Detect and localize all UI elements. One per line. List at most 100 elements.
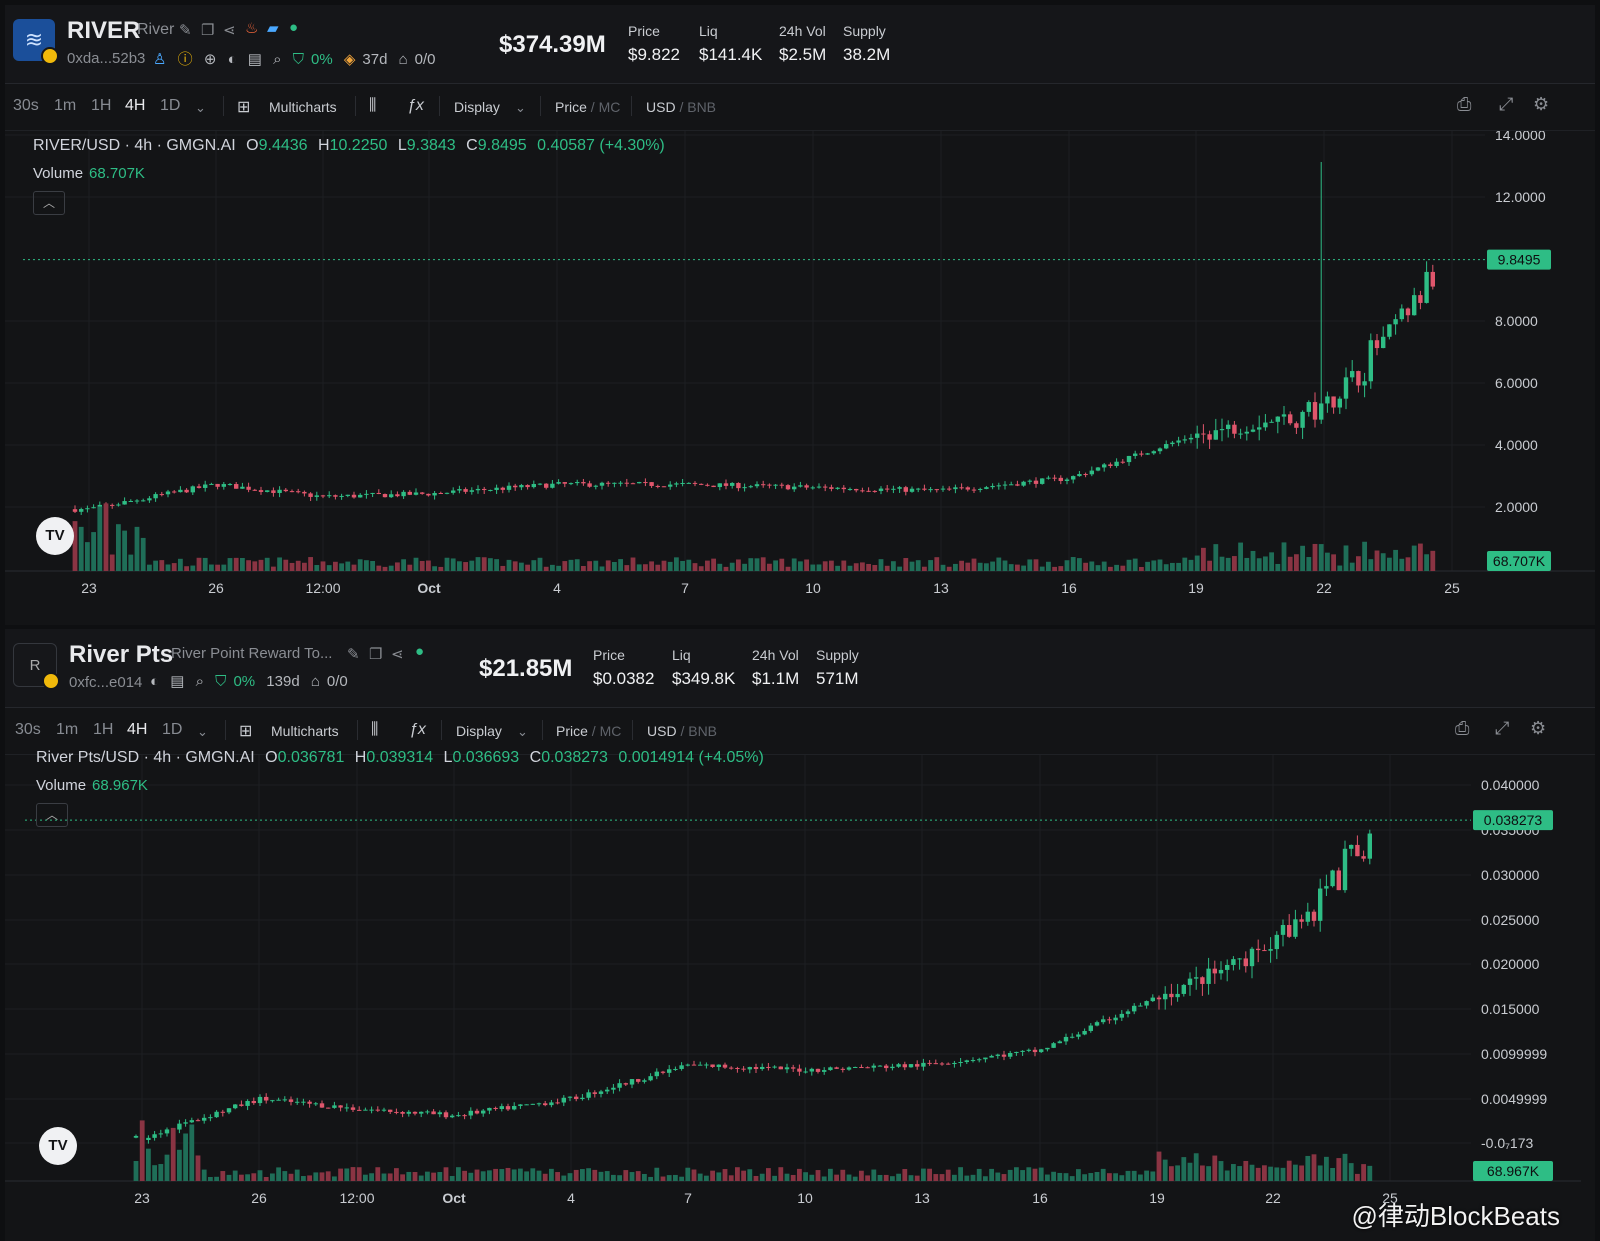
tradingview-logo[interactable]: TV bbox=[39, 1127, 77, 1165]
candle-type-icon[interactable]: ⫼ bbox=[371, 721, 379, 738]
volume-bar bbox=[159, 560, 165, 571]
edit-icon[interactable]: ✎ bbox=[179, 22, 192, 39]
interval-1m[interactable]: 1m bbox=[54, 97, 77, 114]
interval-4h[interactable]: 4H bbox=[125, 97, 146, 114]
volume-bar bbox=[289, 562, 295, 571]
candle-body bbox=[320, 495, 326, 497]
contract-address[interactable]: 0xda...52b3 bbox=[67, 50, 146, 67]
interval-4h[interactable]: 4H bbox=[127, 721, 148, 738]
interval-1d[interactable]: 1D bbox=[160, 97, 181, 114]
volume-bar bbox=[933, 1174, 939, 1181]
candle-body bbox=[908, 1064, 914, 1068]
candle-body bbox=[606, 482, 611, 484]
volume-bar bbox=[91, 532, 96, 571]
explorer-icon[interactable]: ◐ bbox=[227, 51, 237, 68]
settings-gear-icon[interactable]: ⚙ bbox=[1530, 718, 1547, 738]
candle-body bbox=[1201, 433, 1206, 435]
price-toggle[interactable]: Price / MC bbox=[555, 99, 621, 115]
volume-bar bbox=[729, 562, 735, 571]
website-icon[interactable]: ⊕ bbox=[203, 51, 217, 68]
price-chart-river[interactable]: 14.0000 12.0000 8.0000 6.0000 4.0000 2.0000 23… bbox=[5, 131, 1595, 625]
volume-bar bbox=[735, 1167, 740, 1181]
volume-bar bbox=[1255, 1167, 1261, 1181]
candle-body bbox=[643, 482, 648, 484]
price-chart-river-pts[interactable]: 0.0450000.0400000.0350000.0300000.025000… bbox=[5, 755, 1595, 1241]
multicharts-button[interactable]: Multicharts bbox=[269, 99, 337, 115]
copy-icon[interactable]: ❐ bbox=[369, 646, 383, 663]
indicators-fx-icon[interactable]: ƒx bbox=[407, 97, 424, 114]
legend-collapse-button[interactable]: ︿ bbox=[36, 803, 68, 827]
volume-bar bbox=[965, 562, 971, 571]
volume-bar bbox=[524, 1171, 529, 1181]
volume-legend: Volume 68.707K bbox=[33, 165, 145, 182]
contract-address[interactable]: 0xfc...e014 bbox=[69, 674, 143, 691]
interval-1m[interactable]: 1m bbox=[56, 721, 79, 738]
multicharts-add-icon[interactable]: ⊞ bbox=[239, 723, 253, 740]
candle-body bbox=[133, 1135, 139, 1138]
volume-bar bbox=[859, 1170, 864, 1181]
share-icon[interactable]: ⋖ bbox=[391, 646, 404, 663]
tradingview-logo[interactable]: TV bbox=[36, 517, 74, 555]
interval-1h[interactable]: 1H bbox=[91, 97, 112, 114]
display-chevron-icon[interactable]: ⌄ bbox=[517, 724, 528, 739]
currency-toggle[interactable]: USD / BNB bbox=[647, 723, 718, 739]
volume-bar bbox=[474, 1169, 480, 1181]
volume-bar bbox=[1418, 543, 1423, 571]
interval-1d[interactable]: 1D bbox=[162, 721, 183, 738]
candle-body bbox=[654, 1071, 659, 1077]
candle-body bbox=[240, 486, 245, 489]
volume-bar bbox=[444, 557, 450, 571]
display-chevron-icon[interactable]: ⌄ bbox=[515, 100, 526, 115]
warning-icon[interactable]: ⓘ bbox=[177, 51, 193, 68]
doc-icon[interactable]: ▤ bbox=[170, 673, 185, 690]
candle-body bbox=[1312, 402, 1318, 420]
legend-collapse-button[interactable]: ︿ bbox=[33, 191, 65, 215]
interval-1h[interactable]: 1H bbox=[93, 721, 114, 738]
explorer-icon[interactable]: ◐ bbox=[150, 673, 160, 690]
candle-body bbox=[1263, 422, 1268, 428]
candle-body bbox=[381, 1109, 387, 1111]
stat-liq: Liq $141.4K bbox=[699, 23, 763, 64]
multicharts-add-icon[interactable]: ⊞ bbox=[237, 99, 251, 116]
time-axis-label: 22 bbox=[1265, 1190, 1281, 1206]
volume-bar bbox=[723, 566, 729, 571]
copy-icon[interactable]: ❐ bbox=[201, 22, 215, 39]
multicharts-button[interactable]: Multicharts bbox=[271, 723, 339, 739]
candle-body bbox=[815, 1068, 821, 1072]
interval-30s[interactable]: 30s bbox=[13, 97, 39, 114]
volume-bar bbox=[1181, 1157, 1187, 1181]
volume-bar bbox=[605, 560, 611, 571]
candle-type-icon[interactable]: ⫼ bbox=[369, 97, 377, 114]
doc-icon[interactable]: ▤ bbox=[247, 51, 262, 68]
display-dropdown[interactable]: Display bbox=[456, 723, 502, 739]
edit-icon[interactable]: ✎ bbox=[347, 646, 360, 663]
token-symbol: RIVER bbox=[67, 17, 141, 44]
indicators-fx-icon[interactable]: ƒx bbox=[409, 721, 426, 738]
volume-bar bbox=[1207, 560, 1212, 571]
fullscreen-icon[interactable]: ⤢ bbox=[1495, 718, 1510, 738]
screenshot-camera-icon[interactable]: ⎙ bbox=[1457, 94, 1472, 114]
price-toggle[interactable]: Price / MC bbox=[556, 723, 622, 739]
display-dropdown[interactable]: Display bbox=[454, 99, 500, 115]
screenshot-camera-icon[interactable]: ⎙ bbox=[1455, 718, 1470, 738]
candle-body bbox=[859, 1066, 864, 1068]
interval-dropdown-chevron-icon[interactable]: ⌄ bbox=[197, 724, 208, 739]
volume-bar bbox=[624, 565, 630, 571]
search-icon[interactable]: ⌕ bbox=[195, 673, 204, 690]
search-icon[interactable]: ⌕ bbox=[273, 51, 282, 68]
volume-bar bbox=[840, 1169, 846, 1181]
volume-bar bbox=[370, 560, 375, 571]
interval-dropdown-chevron-icon[interactable]: ⌄ bbox=[195, 100, 206, 115]
currency-toggle[interactable]: USD / BNB bbox=[646, 99, 717, 115]
candle-body bbox=[823, 486, 828, 488]
interval-30s[interactable]: 30s bbox=[15, 721, 41, 738]
volume-bar bbox=[1113, 1173, 1118, 1181]
volume-bar bbox=[530, 1168, 536, 1181]
dev-icon[interactable]: ♙ bbox=[153, 51, 167, 68]
fullscreen-icon[interactable]: ⤢ bbox=[1499, 94, 1514, 114]
candle-body bbox=[903, 487, 908, 492]
volume-bar bbox=[302, 562, 307, 571]
share-icon[interactable]: ⋖ bbox=[223, 22, 236, 39]
volume-bar bbox=[1156, 1151, 1162, 1181]
settings-gear-icon[interactable]: ⚙ bbox=[1533, 94, 1550, 114]
